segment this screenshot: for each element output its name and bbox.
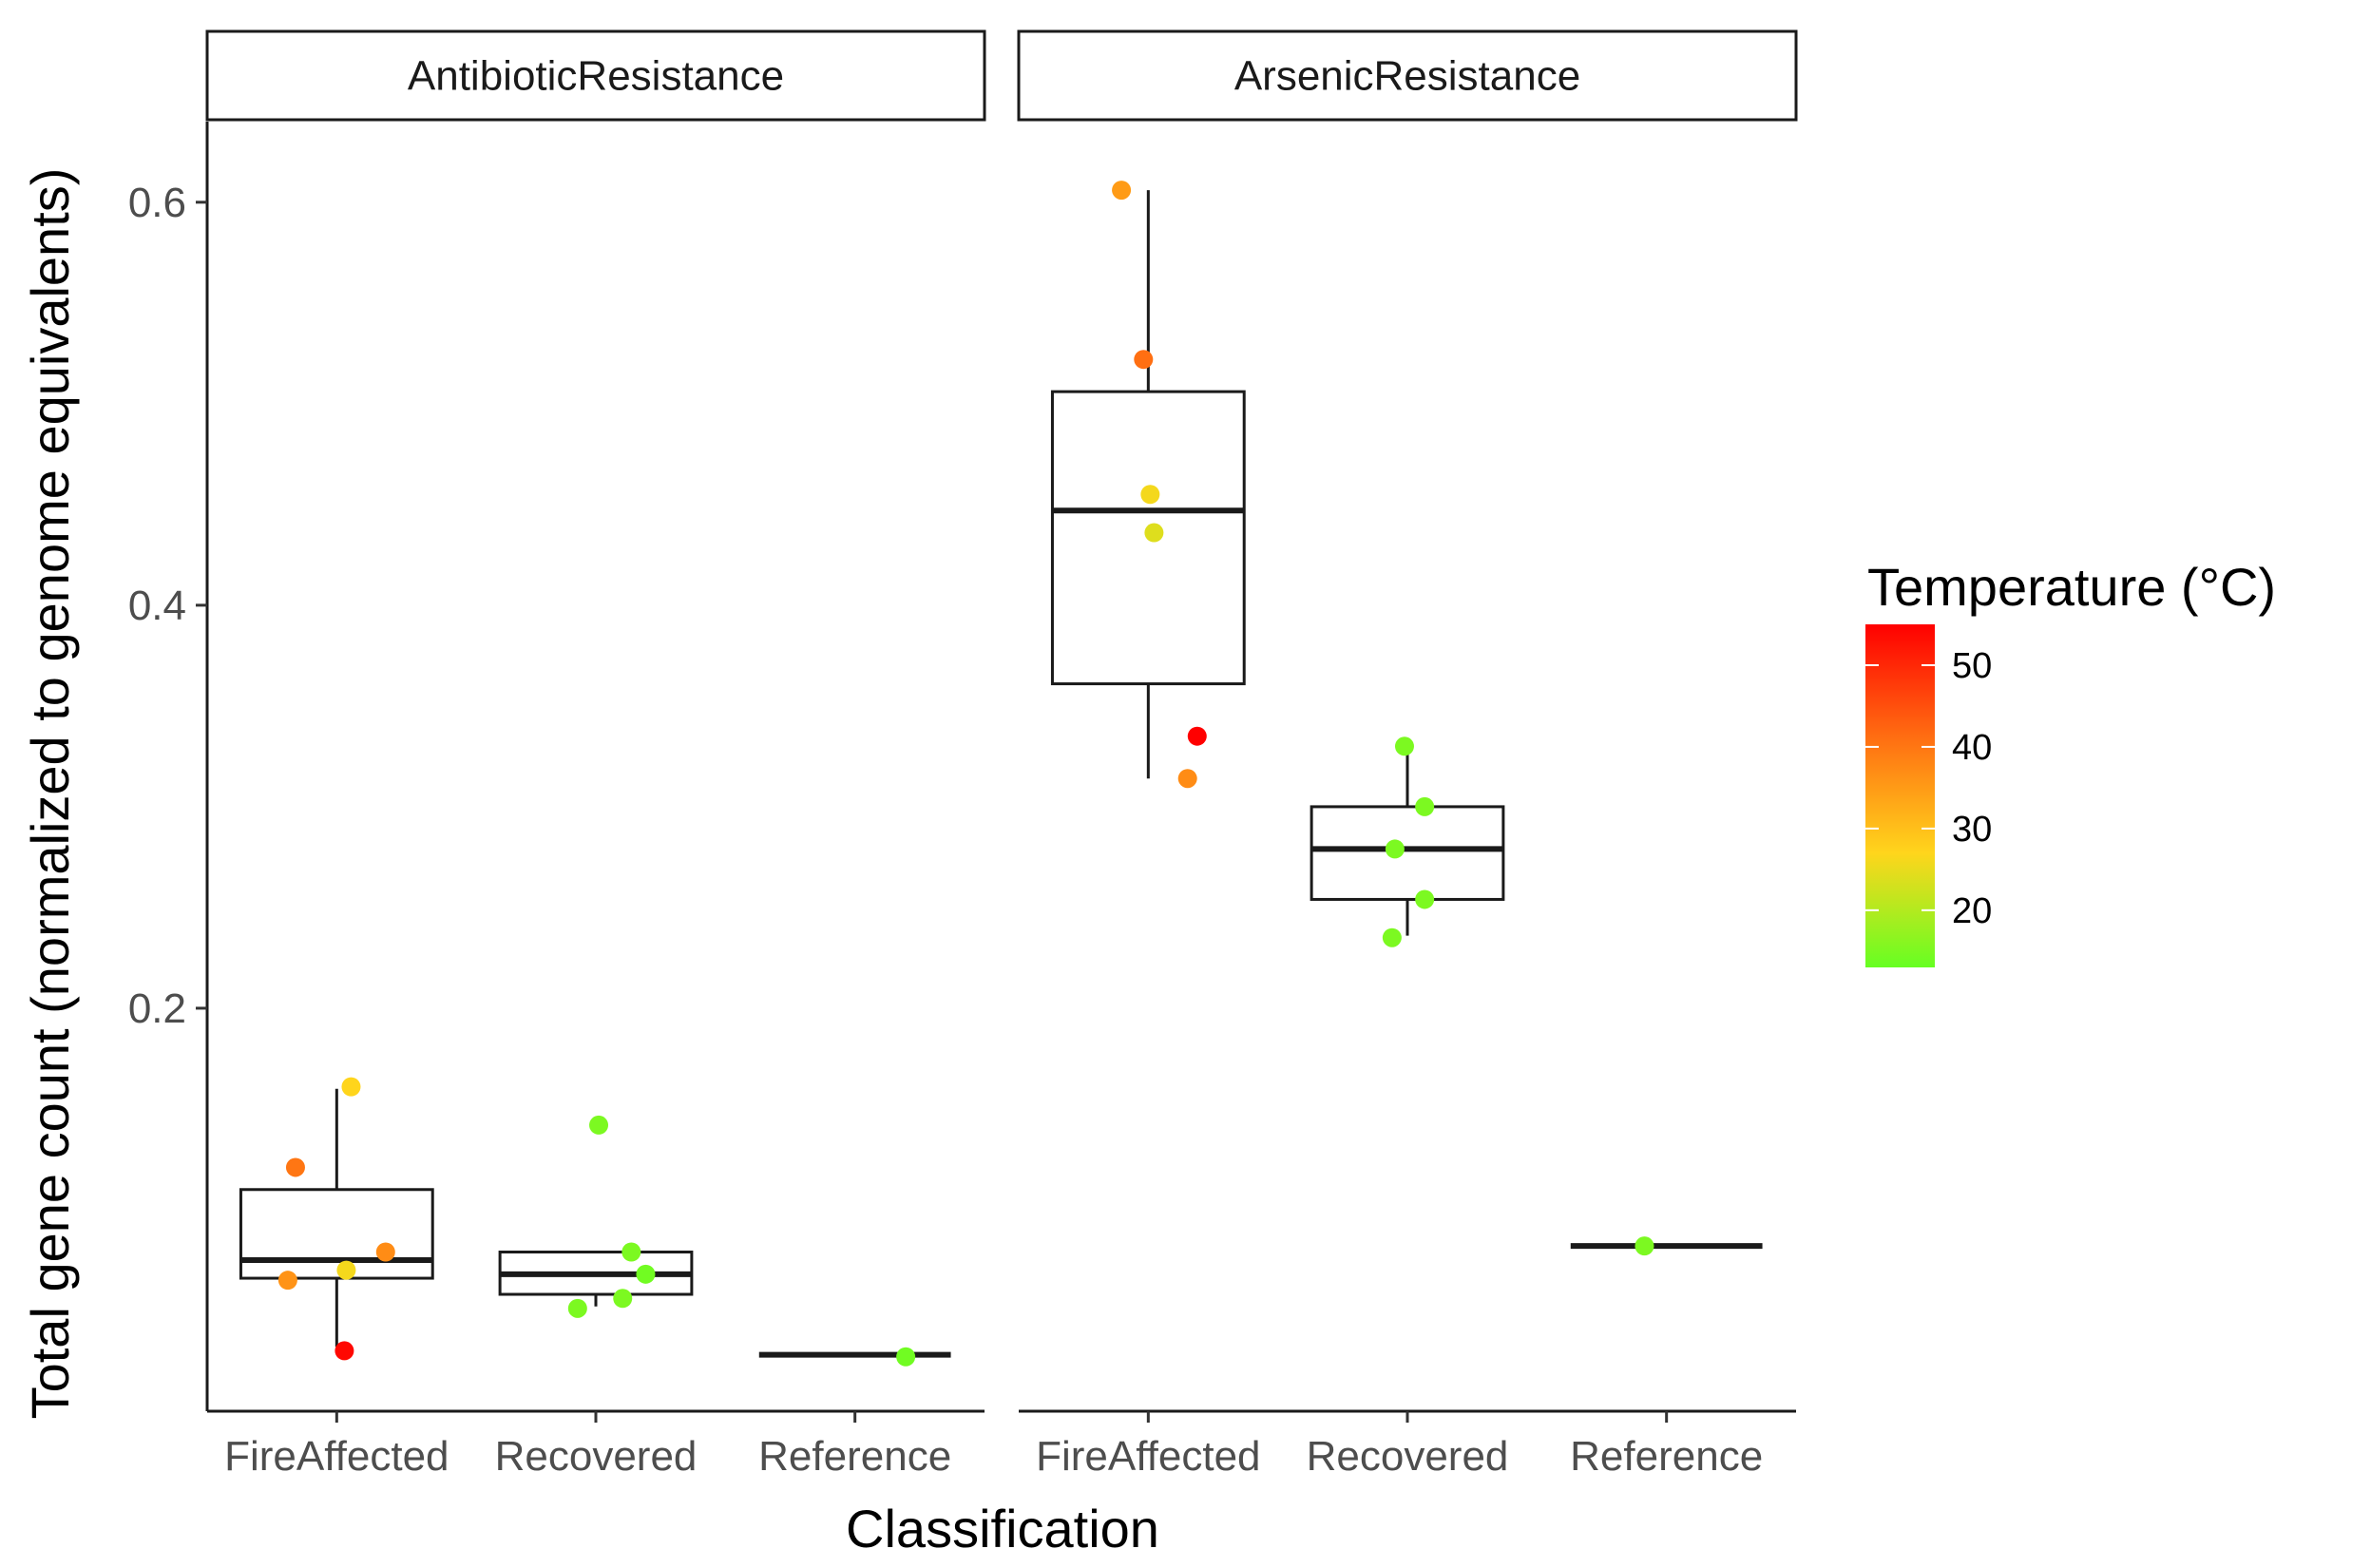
color-legend: Temperature (°C) 20 30 40 50 — [1865, 557, 2276, 967]
y-axis: 0.2 0.4 0.6 — [128, 122, 209, 1411]
box-FireAffected — [1050, 190, 1246, 779]
y-tick-label: 0.6 — [128, 180, 186, 226]
facet-strip-label: ArsenicResistance — [1234, 53, 1580, 100]
facet-strip — [205, 29, 986, 122]
data-point — [567, 1298, 587, 1318]
legend-tick-label: 50 — [1952, 646, 1992, 686]
data-point — [1144, 523, 1164, 543]
data-point — [285, 1157, 305, 1177]
data-point — [1394, 736, 1414, 756]
box-FireAffected — [239, 1088, 434, 1348]
legend-tick-label: 20 — [1952, 891, 1992, 931]
data-point — [1415, 796, 1435, 816]
data-point — [1112, 181, 1132, 201]
y-tick-label: 0.2 — [128, 985, 186, 1032]
x-tick-label: FireAffected — [224, 1433, 449, 1480]
x-tick-label: Recovered — [495, 1433, 698, 1480]
data-point — [589, 1115, 609, 1135]
data-point — [1382, 927, 1402, 947]
y-axis-title: Total gene count (normalized to genome e… — [20, 168, 80, 1420]
facet-strip-label: AntibioticResistance — [408, 53, 784, 100]
legend-colorbar — [1865, 624, 1935, 967]
data-point — [613, 1289, 633, 1309]
x-axis-title: Classification — [846, 1499, 1159, 1558]
legend-tick-label: 30 — [1952, 810, 1992, 850]
x-tick-label: Reference — [758, 1433, 951, 1480]
y-tick-label: 0.4 — [128, 583, 186, 629]
data-point — [896, 1347, 916, 1367]
data-point — [336, 1260, 356, 1280]
data-point — [277, 1271, 297, 1291]
data-point — [1187, 726, 1207, 746]
box-Recovered — [498, 1250, 694, 1307]
data-point — [1177, 769, 1197, 789]
x-tick-label: Recovered — [1307, 1433, 1509, 1480]
x-tick-label: Reference — [1570, 1433, 1763, 1480]
data-point — [375, 1242, 395, 1262]
x-tick-label: FireAffected — [1036, 1433, 1260, 1480]
box-iqr — [239, 1188, 434, 1280]
data-point — [1134, 350, 1154, 370]
box-Recovered — [1310, 748, 1505, 936]
facet-panels: AntibioticResistance FireAffected Recovere… — [205, 29, 1798, 1480]
data-point — [341, 1077, 361, 1097]
data-point — [636, 1264, 656, 1284]
facet-ArsenicResistance: ArsenicResistance FireAffected Recovered Re… — [1017, 29, 1798, 1480]
data-point — [1140, 485, 1160, 505]
legend-title: Temperature (°C) — [1867, 557, 2276, 617]
box-iqr — [1310, 805, 1505, 901]
facet-AntibioticResistance: AntibioticResistance FireAffected Recovere… — [205, 29, 986, 1480]
data-point — [1385, 839, 1405, 859]
legend-tick-label: 40 — [1952, 728, 1992, 768]
facet-strip — [1017, 29, 1798, 122]
data-point — [335, 1341, 354, 1361]
data-point — [1415, 889, 1435, 909]
data-point — [1635, 1236, 1654, 1256]
data-point — [621, 1242, 641, 1262]
